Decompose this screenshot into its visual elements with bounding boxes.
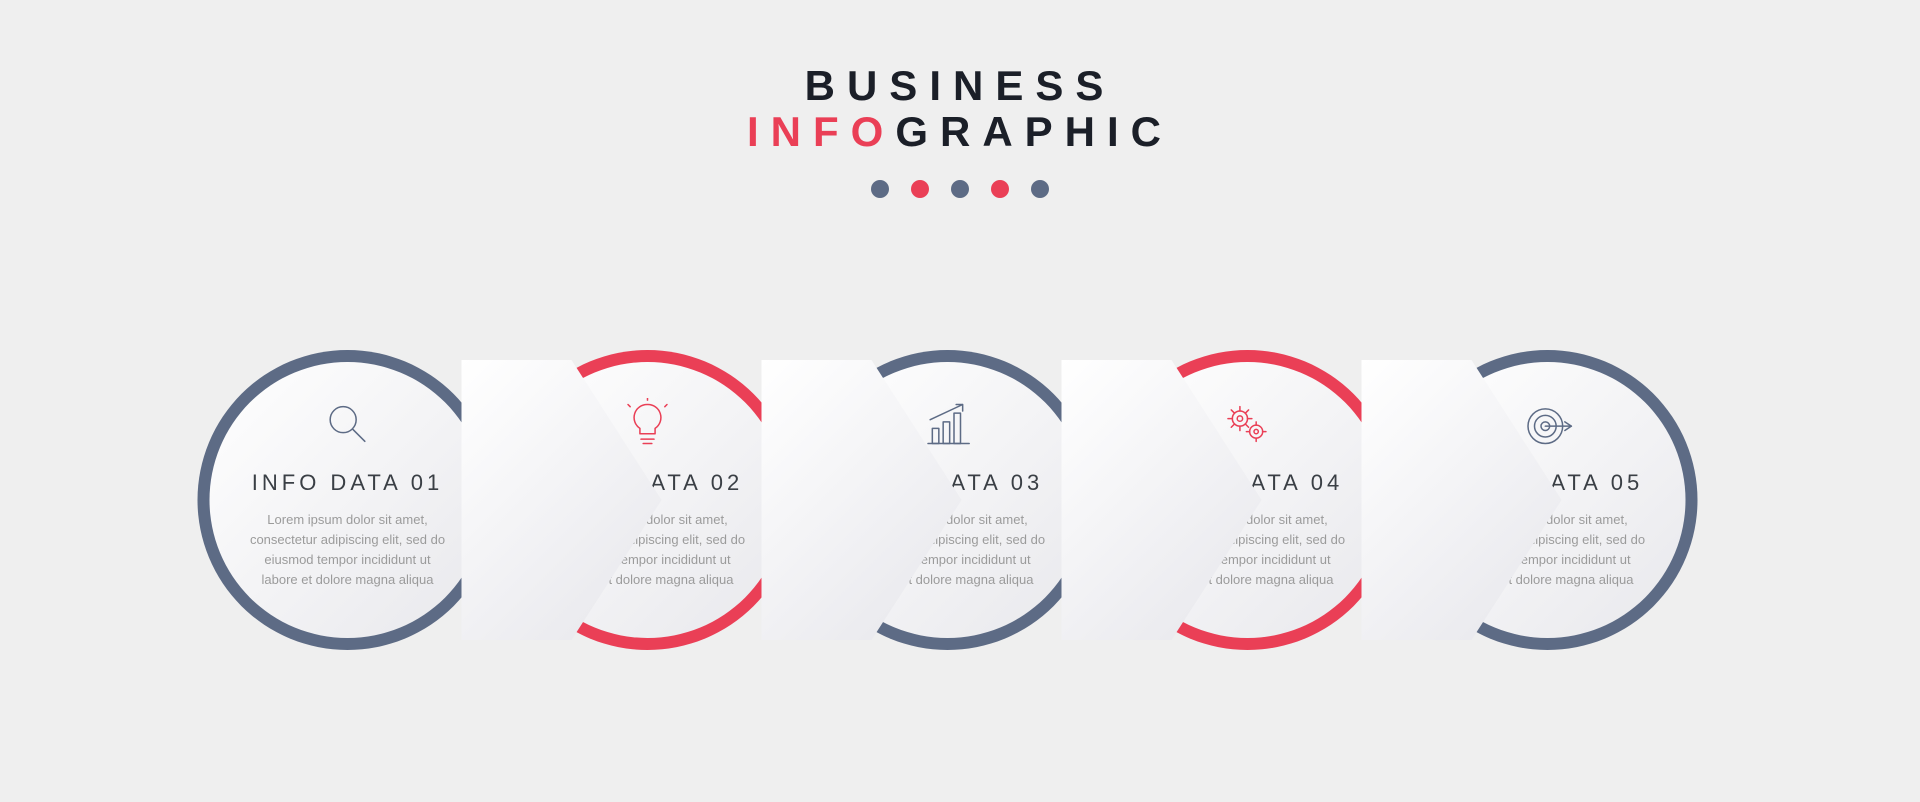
target-icon [1520, 396, 1576, 452]
title-line1: BUSINESS [0, 62, 1920, 110]
magnifier-icon [320, 396, 376, 452]
step-1: INFO DATA 01 Lorem ipsum dolor sit amet,… [198, 350, 498, 650]
gears-icon [1220, 396, 1276, 452]
bar-chart-icon [920, 396, 976, 452]
dot-4 [991, 180, 1009, 198]
dot-3 [951, 180, 969, 198]
title-line2-seg1: INFO [747, 108, 895, 155]
dot-2 [911, 180, 929, 198]
step-inner: INFO DATA 01 Lorem ipsum dolor sit amet,… [210, 362, 486, 638]
title-line2-seg2: GRAPHIC [895, 108, 1173, 155]
title-line2: INFOGRAPHIC [0, 108, 1920, 156]
dot-1 [871, 180, 889, 198]
step-label: INFO DATA 01 [252, 470, 443, 496]
dot-5 [1031, 180, 1049, 198]
lightbulb-icon [620, 396, 676, 452]
step-body: Lorem ipsum dolor sit amet, consectetur … [248, 510, 448, 591]
header: BUSINESS INFOGRAPHIC [0, 0, 1920, 198]
steps-row: INFO DATA 01 Lorem ipsum dolor sit amet,… [198, 350, 1723, 670]
header-dots [0, 180, 1920, 198]
